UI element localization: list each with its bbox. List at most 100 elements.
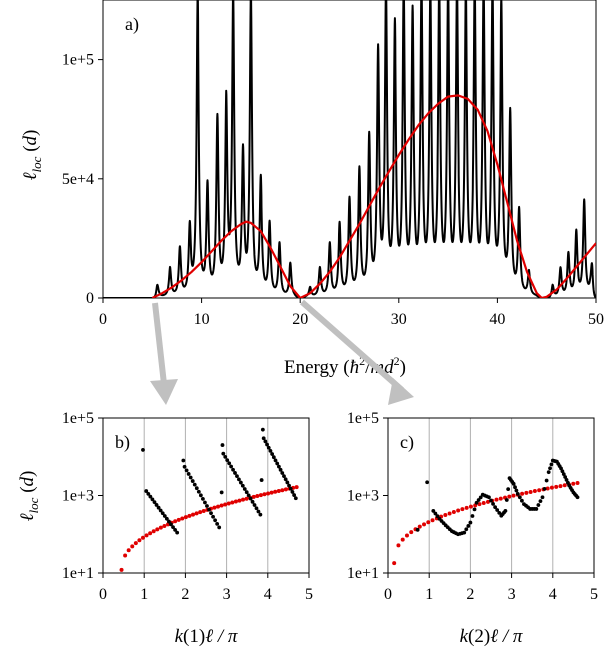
black-point: [146, 491, 151, 496]
black-point: [495, 508, 500, 512]
black-point: [164, 516, 169, 521]
arrow-to-b: [152, 302, 167, 385]
black-point: [462, 530, 467, 535]
black-point: [175, 530, 180, 535]
red-point: [422, 522, 427, 527]
red-point: [447, 511, 452, 516]
zoom-arrows: [150, 299, 414, 405]
y-tick-label: 1e+5: [62, 410, 94, 427]
black-point: [181, 458, 186, 463]
black-point: [514, 488, 519, 493]
black-point: [520, 498, 524, 503]
black-point: [270, 452, 275, 456]
x-tick-label: 0: [99, 311, 107, 328]
red-point: [430, 518, 435, 523]
black-point: [256, 509, 261, 514]
red-point: [237, 498, 242, 503]
black-point: [194, 486, 199, 491]
black-point: [248, 496, 253, 501]
black-point: [503, 509, 508, 513]
black-point: [154, 503, 159, 507]
panel-a-y-ticks: 0 5e+4 1e+5: [62, 52, 103, 307]
red-point: [148, 531, 153, 536]
red-point: [528, 489, 533, 494]
red-point: [460, 507, 465, 512]
panel-c-x-ticks: 0 1 2 3 4 5: [384, 573, 598, 603]
red-point: [251, 494, 256, 499]
red-point: [494, 497, 499, 502]
black-point: [536, 503, 541, 507]
red-point: [417, 524, 422, 529]
black-point: [160, 511, 165, 516]
panel-a-red-series: [151, 94, 596, 298]
red-point: [241, 497, 246, 502]
red-point: [532, 489, 537, 494]
black-point: [260, 427, 265, 432]
y-tick-label: 1e+5: [347, 410, 379, 427]
red-point: [140, 535, 145, 540]
black-point: [215, 521, 220, 526]
panel-b-x-axis-label: k(1)ℓ / π: [175, 626, 238, 647]
red-point: [575, 481, 580, 486]
x-tick-label: 4: [549, 586, 557, 603]
black-point: [190, 479, 195, 483]
red-point: [162, 523, 167, 528]
black-point: [493, 505, 498, 510]
red-point: [558, 484, 563, 489]
black-point: [192, 482, 197, 487]
panel-c-label: c): [400, 432, 414, 453]
black-point: [506, 487, 511, 491]
panel-b-frame: [102, 417, 310, 574]
red-point: [155, 527, 160, 532]
y-tick-label: 1e+1: [62, 565, 94, 582]
x-tick-label: 10: [194, 311, 210, 328]
black-point: [173, 527, 178, 532]
black-point: [188, 475, 193, 480]
red-point: [451, 509, 456, 514]
red-point: [219, 503, 224, 508]
red-point: [392, 561, 397, 566]
red-point: [456, 508, 461, 513]
panel-b: 0 1 2 3 4 5 1e+1 1e+3 1e+5 b) ℓloc (d) k(1)ℓ / …: [17, 410, 313, 647]
red-point: [507, 494, 512, 499]
red-point: [123, 553, 128, 558]
x-tick-label: 0: [384, 586, 392, 603]
panel-a-label: a): [125, 14, 139, 35]
black-point: [472, 507, 477, 512]
black-point: [237, 477, 241, 482]
black-point: [186, 472, 191, 476]
red-point: [133, 541, 138, 546]
black-point: [213, 518, 218, 523]
black-point: [231, 467, 235, 472]
black-point: [534, 507, 539, 511]
red-point: [187, 513, 192, 518]
red-point: [262, 492, 267, 497]
x-tick-label: 2: [466, 586, 474, 603]
black-point: [466, 524, 471, 528]
black-point: [205, 504, 209, 508]
red-point: [212, 505, 217, 510]
black-point: [290, 490, 295, 494]
x-tick-label: 3: [223, 586, 231, 603]
black-point: [468, 520, 473, 525]
black-point: [233, 471, 237, 475]
black-point: [259, 478, 264, 482]
red-point: [409, 530, 414, 535]
black-point: [285, 480, 290, 485]
red-point: [443, 513, 448, 518]
black-point: [513, 485, 517, 490]
red-point: [283, 487, 288, 492]
panel-b-red-series: [119, 485, 299, 572]
red-point: [520, 491, 525, 496]
x-tick-label: 1: [140, 586, 148, 603]
panel-b-y-ticks: 1e+1 1e+3 1e+5: [62, 410, 103, 582]
black-point: [511, 481, 516, 486]
red-point: [537, 488, 542, 493]
black-point: [169, 522, 173, 527]
black-point: [282, 474, 286, 479]
red-point: [130, 544, 135, 549]
panel-a-x-ticks: 0 10 20 30 40 50: [99, 298, 604, 328]
black-point: [478, 495, 483, 500]
red-point: [280, 488, 285, 493]
panel-c-gridlines: [428, 418, 554, 573]
